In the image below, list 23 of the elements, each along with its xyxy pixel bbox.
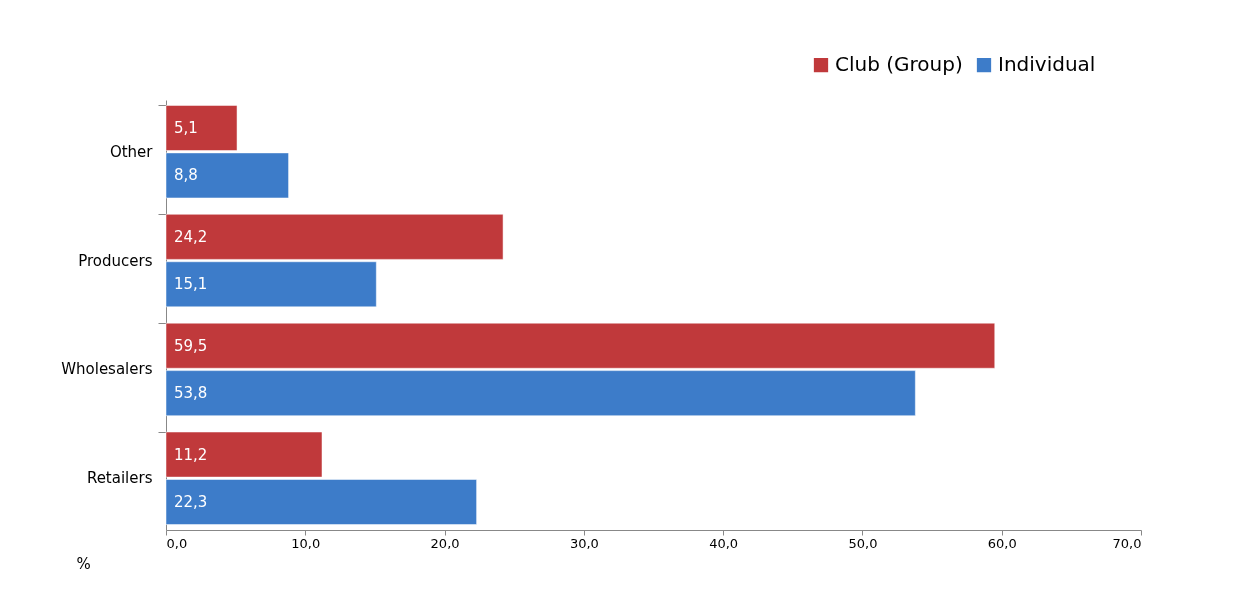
x-tick-label: 70,0 [1112,535,1142,551]
legend-label: Club (Group) [835,52,963,77]
y-tick-label: Wholesalers [61,360,153,379]
x-tick-label: 60,0 [987,535,1017,551]
legend-label: Individual [998,52,1096,77]
data-label: 11,2 [174,445,208,464]
x-tick-label: 30,0 [569,535,599,551]
data-label: 15,1 [174,275,208,294]
x-tick-label: 20,0 [430,535,460,551]
data-label: 53,8 [174,384,208,403]
data-label: 8,8 [174,166,198,185]
x-tick-label: 50,0 [848,535,878,551]
y-tick-label: Producers [78,251,153,270]
x-axis-title: % [76,554,91,573]
data-label: 24,2 [174,227,208,246]
data-label: 22,3 [174,493,208,512]
data-label: 5,1 [174,118,198,137]
x-tick-label: 10,0 [291,535,321,551]
data-label: 59,5 [174,336,208,355]
y-tick-label: Other [109,142,154,161]
x-tick-label: 40,0 [709,535,739,551]
y-tick-label: Retailers [86,469,153,488]
x-tick-label: 0,0 [166,535,188,551]
